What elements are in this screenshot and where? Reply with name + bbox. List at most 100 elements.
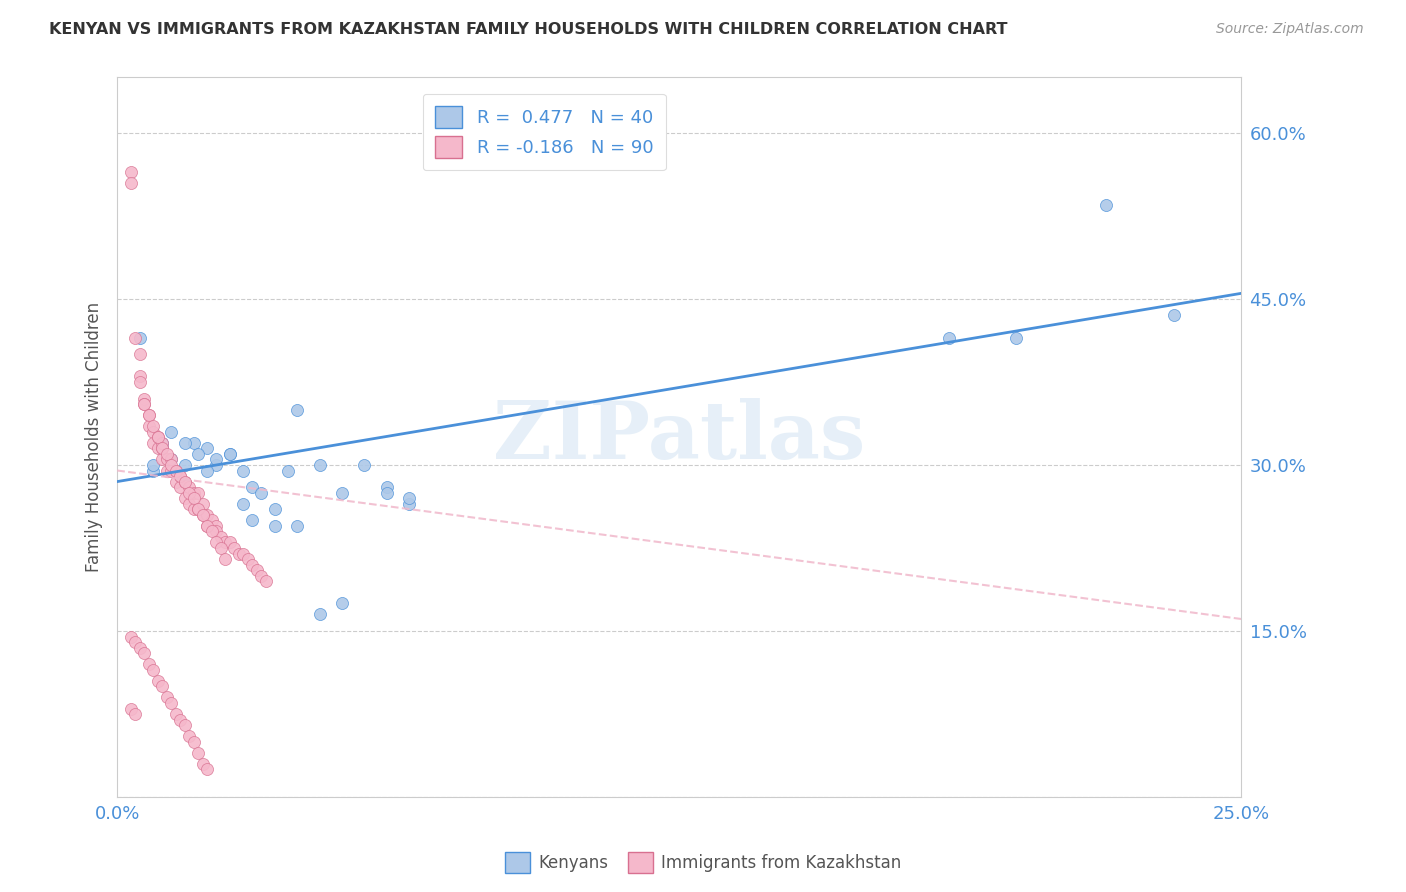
Point bbox=[142, 663, 165, 677]
Point bbox=[124, 707, 146, 722]
Point bbox=[214, 552, 236, 566]
Point bbox=[232, 463, 254, 477]
Point bbox=[191, 497, 214, 511]
Point bbox=[138, 408, 160, 422]
Point bbox=[120, 701, 142, 715]
Legend: R =  0.477   N = 40, R = -0.186   N = 90: R = 0.477 N = 40, R = -0.186 N = 90 bbox=[423, 94, 666, 170]
Point bbox=[179, 729, 201, 743]
Point bbox=[169, 469, 191, 483]
Point bbox=[134, 646, 156, 660]
Point bbox=[183, 491, 205, 506]
Point bbox=[183, 435, 205, 450]
Point bbox=[187, 447, 209, 461]
Point bbox=[228, 547, 250, 561]
Point bbox=[150, 442, 173, 456]
Point bbox=[165, 463, 187, 477]
Point bbox=[353, 458, 375, 472]
Point bbox=[160, 452, 183, 467]
Point bbox=[187, 502, 209, 516]
Point bbox=[214, 535, 236, 549]
Point bbox=[150, 435, 173, 450]
Point bbox=[1095, 198, 1118, 212]
Point bbox=[128, 331, 150, 345]
Legend: Kenyans, Immigrants from Kazakhstan: Kenyans, Immigrants from Kazakhstan bbox=[498, 846, 908, 880]
Point bbox=[120, 176, 142, 190]
Point bbox=[179, 497, 201, 511]
Point bbox=[156, 463, 179, 477]
Point bbox=[201, 524, 224, 539]
Point bbox=[146, 430, 169, 444]
Point bbox=[134, 392, 156, 406]
Point bbox=[142, 463, 165, 477]
Point bbox=[240, 480, 263, 494]
Point bbox=[191, 508, 214, 522]
Point bbox=[120, 630, 142, 644]
Point bbox=[124, 635, 146, 649]
Point bbox=[187, 485, 209, 500]
Point bbox=[150, 680, 173, 694]
Point bbox=[165, 475, 187, 489]
Point bbox=[330, 596, 353, 610]
Point bbox=[138, 657, 160, 672]
Point bbox=[156, 447, 179, 461]
Point bbox=[263, 502, 285, 516]
Point bbox=[183, 735, 205, 749]
Point bbox=[191, 508, 214, 522]
Point bbox=[173, 718, 195, 732]
Point bbox=[254, 574, 277, 589]
Point bbox=[120, 164, 142, 178]
Point bbox=[156, 452, 179, 467]
Point bbox=[169, 713, 191, 727]
Point bbox=[173, 458, 195, 472]
Point bbox=[1005, 331, 1028, 345]
Point bbox=[173, 491, 195, 506]
Point bbox=[195, 763, 218, 777]
Point bbox=[195, 519, 218, 533]
Point bbox=[250, 485, 273, 500]
Text: KENYAN VS IMMIGRANTS FROM KAZAKHSTAN FAMILY HOUSEHOLDS WITH CHILDREN CORRELATION: KENYAN VS IMMIGRANTS FROM KAZAKHSTAN FAM… bbox=[49, 22, 1008, 37]
Point bbox=[195, 519, 218, 533]
Point bbox=[169, 480, 191, 494]
Point bbox=[205, 519, 228, 533]
Point bbox=[169, 469, 191, 483]
Point bbox=[222, 541, 245, 555]
Point bbox=[156, 690, 179, 705]
Point bbox=[134, 397, 156, 411]
Point bbox=[128, 640, 150, 655]
Point bbox=[375, 480, 398, 494]
Point bbox=[179, 485, 201, 500]
Point bbox=[134, 397, 156, 411]
Point bbox=[236, 552, 259, 566]
Point bbox=[173, 435, 195, 450]
Point bbox=[195, 463, 218, 477]
Point bbox=[1163, 309, 1185, 323]
Point bbox=[263, 519, 285, 533]
Point bbox=[195, 442, 218, 456]
Point bbox=[173, 475, 195, 489]
Point bbox=[209, 541, 232, 555]
Point bbox=[142, 419, 165, 434]
Point bbox=[142, 435, 165, 450]
Point bbox=[398, 497, 420, 511]
Point bbox=[124, 331, 146, 345]
Point bbox=[232, 547, 254, 561]
Y-axis label: Family Households with Children: Family Households with Children bbox=[86, 302, 103, 573]
Point bbox=[195, 508, 218, 522]
Point bbox=[240, 558, 263, 572]
Point bbox=[160, 425, 183, 439]
Point bbox=[285, 402, 308, 417]
Point bbox=[160, 452, 183, 467]
Point bbox=[142, 458, 165, 472]
Point bbox=[183, 502, 205, 516]
Point bbox=[173, 475, 195, 489]
Point bbox=[187, 746, 209, 760]
Point bbox=[142, 425, 165, 439]
Point bbox=[375, 485, 398, 500]
Point bbox=[232, 497, 254, 511]
Point bbox=[146, 673, 169, 688]
Point bbox=[138, 419, 160, 434]
Point bbox=[191, 756, 214, 771]
Point bbox=[128, 369, 150, 384]
Point bbox=[128, 347, 150, 361]
Point bbox=[160, 696, 183, 710]
